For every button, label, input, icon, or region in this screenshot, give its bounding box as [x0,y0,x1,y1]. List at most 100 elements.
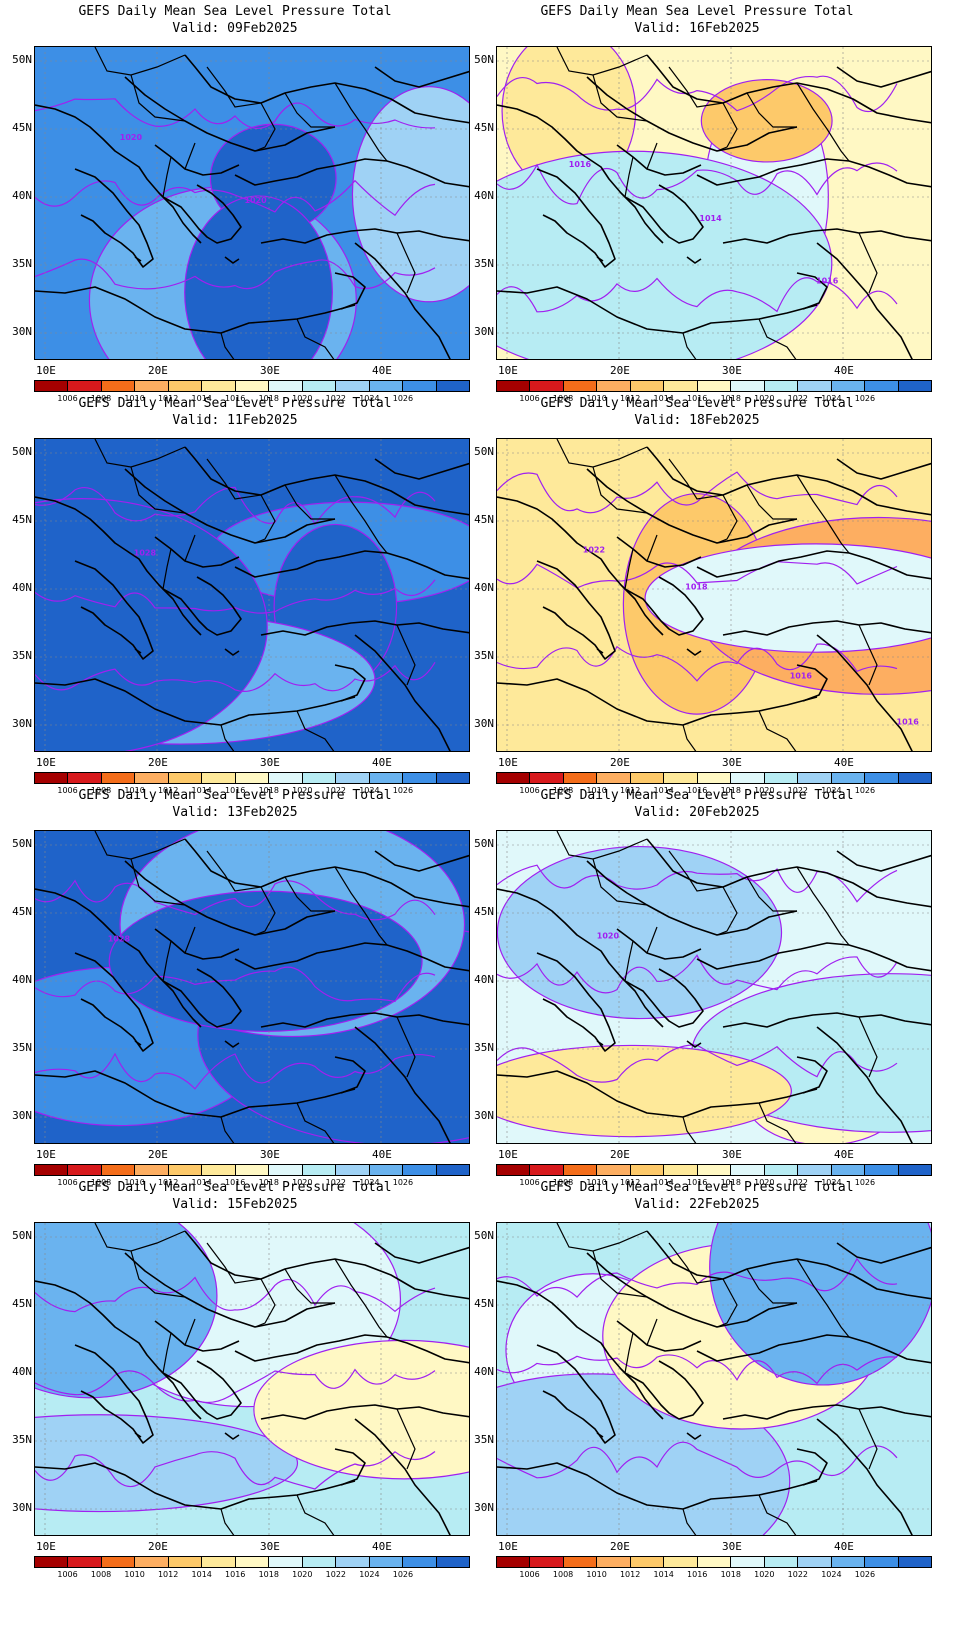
isobar-label: 1028 [108,934,131,943]
lat-tick-label: 50N [12,445,32,458]
lat-tick-label: 35N [474,649,494,662]
country-border [396,1016,416,1078]
colorbar-label: 1022 [325,1570,347,1579]
pressure-map [34,1222,470,1536]
colorbar-label: 1026 [854,394,876,403]
coastline [497,1280,664,1420]
isobar-line [35,661,436,692]
coastline [354,634,451,751]
colorbar-swatch [302,1165,337,1175]
colorbar-label: 1012 [157,394,179,403]
colorbar-label: 1020 [754,786,775,795]
country-border [184,142,196,170]
lon-tick-label: 10E [498,1540,518,1553]
country-border [716,102,738,152]
lon-tick-label: 40E [372,1540,392,1553]
colorbar-label: 1026 [392,394,414,403]
colorbar-swatch [597,773,631,783]
colorbar-swatch [369,381,404,391]
pressure-band [351,86,469,303]
coastline [624,184,704,244]
coastline [696,942,931,972]
country-border [624,940,634,982]
lon-tick-label: 40E [372,364,392,377]
colorbar-label: 1014 [191,786,212,795]
coastline [134,1432,142,1438]
lat-tick-label: 45N [12,121,32,134]
colorbar-label: 1022 [325,1178,347,1187]
colorbar-label: 1006 [57,394,78,403]
colorbar-label: 1010 [124,394,145,403]
lat-tick-label: 50N [12,1229,32,1242]
panel-title: GEFS Daily Mean Sea Level Pressure Total [540,1180,854,1195]
colorbar-swatch [68,1557,102,1567]
country-border [396,624,416,686]
coastline [616,536,702,568]
country-border [254,1278,276,1328]
country-border [624,1332,634,1374]
colorbar-swatch [898,381,932,391]
coastline [646,446,931,516]
coastline [35,1070,356,1118]
lon-tick-label: 20E [148,364,168,377]
lon-tick-label: 10E [36,756,56,769]
lon-tick-label: 40E [834,756,854,769]
colorbar-label: 1024 [359,786,380,795]
colorbar-swatch [135,381,169,391]
country-border [858,232,878,294]
coastline [796,1448,828,1486]
pressure-band [497,1044,792,1138]
coastline [816,1026,913,1143]
coastline [796,1056,828,1094]
isobar-line [35,1052,436,1090]
colorbar-swatch [764,1557,799,1567]
lat-tick-label: 50N [474,837,494,850]
colorbar-label: 1018 [720,1178,741,1187]
country-border [184,534,196,562]
isobar-line [35,1451,436,1490]
country-border [254,494,276,544]
colorbar-label: 1014 [653,1570,674,1579]
colorbar-label: 1014 [191,394,212,403]
colorbar-swatch [630,1165,665,1175]
colorbar-labels: 1006 1008 1010 1012 1014 1016 1018 1020 1022 1024… [496,394,932,406]
colorbar-swatch [135,1557,169,1567]
coastline [334,1056,366,1094]
coastline [836,850,931,872]
colorbar-swatch [235,773,270,783]
colorbar-label: 1018 [258,786,279,795]
coastline [497,1462,818,1510]
coastline [234,1334,469,1364]
colorbar-swatch [731,381,765,391]
pressure-map: 1028 [34,438,470,752]
lon-tick-label: 20E [148,1540,168,1553]
colorbar-label: 1020 [754,1178,775,1187]
isobar-line [497,162,898,205]
colorbar-label: 1016 [687,1570,708,1579]
country-border [334,866,388,946]
colorbar [34,772,470,784]
country-border [682,332,697,359]
map-canvas: 1028 [35,831,469,1143]
colorbar-label: 1022 [787,394,809,403]
coastline [596,1432,604,1438]
lon-tick-label: 20E [148,1148,168,1161]
country-border [716,886,738,936]
coastline [586,76,798,152]
country-border [716,1278,738,1328]
colorbar-swatch [168,1557,203,1567]
colorbar-swatch [630,773,665,783]
coastline [124,76,336,152]
colorbar-label: 1022 [787,1570,809,1579]
colorbar [496,380,932,392]
panel-valid-date: Valid: 11Feb2025 [172,413,298,428]
coastline [497,888,664,1028]
colorbar-swatch [731,773,765,783]
country-border [162,548,172,590]
colorbar-label: 1026 [854,1178,876,1187]
colorbar-swatch [798,381,832,391]
country-border [624,548,634,590]
colorbar-label: 1012 [619,1178,641,1187]
country-border [284,484,335,520]
colorbar-swatch [731,1165,765,1175]
